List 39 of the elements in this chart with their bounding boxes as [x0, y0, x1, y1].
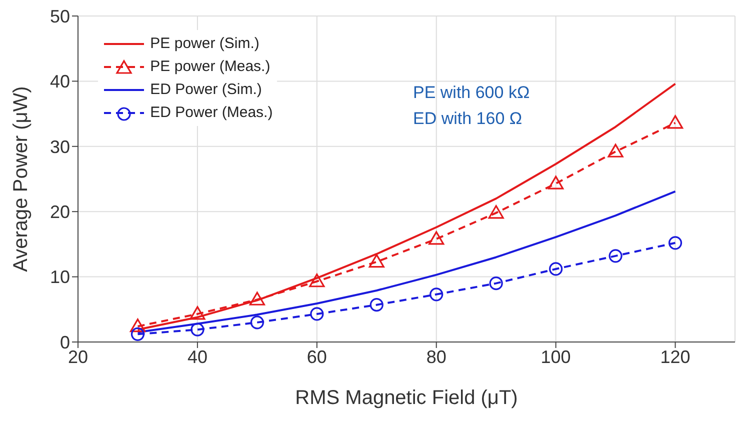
point	[250, 316, 264, 330]
point	[549, 262, 563, 276]
point	[370, 298, 384, 312]
point	[190, 306, 206, 320]
point	[667, 115, 684, 129]
point	[488, 205, 504, 219]
annotation: ED with 160 Ω	[413, 108, 524, 130]
y-tick-label: 10	[50, 267, 70, 288]
point	[608, 249, 622, 263]
y-tick-label: 50	[50, 6, 70, 26]
x-tick-label: 100	[540, 346, 571, 367]
point	[608, 144, 624, 158]
y-tick-label: 0	[60, 332, 70, 352]
point	[130, 327, 145, 341]
point	[309, 274, 325, 288]
point	[368, 254, 384, 268]
y-tick-label: 30	[50, 136, 70, 157]
legend-label: PE power (Sim.)	[150, 35, 260, 52]
legend-label: ED Power (Sim.)	[150, 81, 262, 98]
legend-label: PE power (Meas.)	[150, 58, 270, 75]
annotation: PE with 600 kΩ	[413, 82, 530, 104]
x-tick-label: 120	[660, 346, 690, 367]
point	[310, 307, 324, 321]
point	[130, 318, 146, 332]
y-tick-label: 20	[50, 202, 70, 222]
x-tick-label: 60	[306, 346, 327, 367]
point	[668, 236, 682, 250]
x-tick-label: 40	[187, 346, 208, 367]
point	[489, 276, 503, 290]
point	[430, 288, 444, 302]
point	[548, 176, 564, 190]
x-tick-label: 80	[426, 346, 446, 367]
x-tick-label: 20	[68, 346, 88, 367]
legend-label: ED Power (Meas.)	[150, 104, 273, 121]
x-axis-title: RMS Magnetic Field (μT)	[295, 387, 518, 409]
point	[190, 322, 204, 336]
point	[428, 231, 444, 245]
y-tick-label: 40	[50, 72, 70, 92]
y-axis-title: Average Power (μW)	[10, 86, 32, 272]
